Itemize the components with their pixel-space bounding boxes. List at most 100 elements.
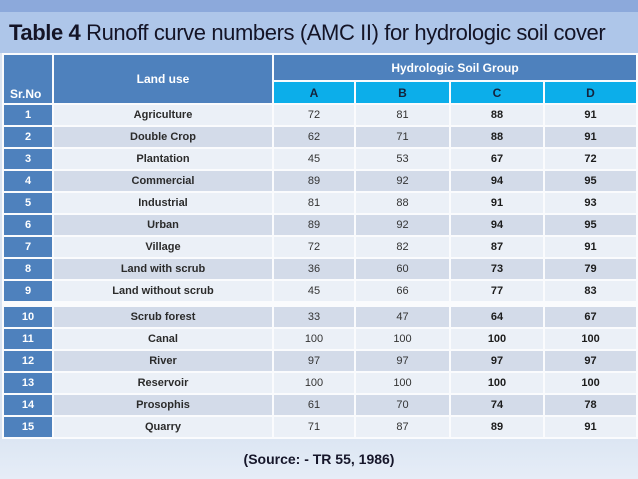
column-header-land-use: Land use bbox=[52, 53, 274, 105]
value-group-d-cell: 91 bbox=[542, 415, 638, 439]
row-number-cell: 5 bbox=[2, 191, 54, 215]
row-number-cell: 15 bbox=[2, 415, 54, 439]
value-group-c-cell: 73 bbox=[449, 257, 545, 281]
value-group-d-cell: 72 bbox=[542, 147, 638, 171]
table-row: 1 Agriculture 72 81 88 91 bbox=[2, 103, 638, 127]
land-use-cell: Prosophis bbox=[52, 393, 274, 417]
value-group-b-cell: 88 bbox=[354, 191, 451, 215]
table-row: 8 Land with scrub 36 60 73 79 bbox=[2, 257, 638, 281]
value-group-d-cell: 100 bbox=[542, 327, 638, 351]
value-group-a-cell: 100 bbox=[272, 327, 356, 351]
table-row: 7 Village 72 82 87 91 bbox=[2, 235, 638, 259]
value-group-a-cell: 61 bbox=[272, 393, 356, 417]
value-group-c-cell: 94 bbox=[449, 169, 545, 193]
value-group-b-cell: 70 bbox=[354, 393, 451, 417]
row-number-cell: 10 bbox=[2, 301, 54, 329]
value-group-a-cell: 71 bbox=[272, 415, 356, 439]
value-group-d-cell: 78 bbox=[542, 393, 638, 417]
value-group-b-cell: 82 bbox=[354, 235, 451, 259]
runoff-curve-table: Sr.No Land use Hydrologic Soil Group A B… bbox=[2, 53, 638, 439]
land-use-cell: Agriculture bbox=[52, 103, 274, 127]
table-body: 1 Agriculture 72 81 88 91 2 Double Crop 62 71 88 91… bbox=[2, 103, 638, 439]
land-use-cell: Land with scrub bbox=[52, 257, 274, 281]
land-use-cell: Double Crop bbox=[52, 125, 274, 149]
table-row: 9 Land without scrub 45 66 77 83 bbox=[2, 279, 638, 305]
column-header-group-a: A bbox=[272, 80, 356, 105]
value-group-d-cell: 79 bbox=[542, 257, 638, 281]
value-group-a-cell: 62 bbox=[272, 125, 356, 149]
value-group-c-cell: 88 bbox=[449, 103, 545, 127]
table-row: 6 Urban 89 92 94 95 bbox=[2, 213, 638, 237]
value-group-a-cell: 81 bbox=[272, 191, 356, 215]
table-row: 11 Canal 100 100 100 100 bbox=[2, 327, 638, 351]
land-use-cell: Quarry bbox=[52, 415, 274, 439]
row-number-cell: 4 bbox=[2, 169, 54, 193]
value-group-d-cell: 93 bbox=[542, 191, 638, 215]
value-group-b-cell: 100 bbox=[354, 327, 451, 351]
value-group-c-cell: 67 bbox=[449, 147, 545, 171]
value-group-d-cell: 97 bbox=[542, 349, 638, 373]
row-number-cell: 12 bbox=[2, 349, 54, 373]
land-use-cell: Canal bbox=[52, 327, 274, 351]
table-row: 3 Plantation 45 53 67 72 bbox=[2, 147, 638, 171]
table-area: Sr.No Land use Hydrologic Soil Group A B… bbox=[0, 53, 638, 439]
land-use-cell: Scrub forest bbox=[52, 301, 274, 329]
top-strip-decoration bbox=[0, 0, 638, 12]
value-group-a-cell: 33 bbox=[272, 301, 356, 329]
value-group-d-cell: 67 bbox=[542, 301, 638, 329]
value-group-c-cell: 100 bbox=[449, 371, 545, 395]
value-group-d-cell: 95 bbox=[542, 169, 638, 193]
value-group-c-cell: 100 bbox=[449, 327, 545, 351]
value-group-d-cell: 91 bbox=[542, 125, 638, 149]
table-row: 10 Scrub forest 33 47 64 67 bbox=[2, 301, 638, 329]
title-band: Table 4 Runoff curve numbers (AMC II) fo… bbox=[0, 12, 638, 53]
table-row: 2 Double Crop 62 71 88 91 bbox=[2, 125, 638, 149]
row-number-cell: 1 bbox=[2, 103, 54, 127]
value-group-b-cell: 92 bbox=[354, 169, 451, 193]
row-number-cell: 8 bbox=[2, 257, 54, 281]
land-use-cell: River bbox=[52, 349, 274, 373]
land-use-cell: Urban bbox=[52, 213, 274, 237]
row-number-cell: 11 bbox=[2, 327, 54, 351]
row-number-cell: 13 bbox=[2, 371, 54, 395]
table-row: 12 River 97 97 97 97 bbox=[2, 349, 638, 373]
row-number-cell: 2 bbox=[2, 125, 54, 149]
land-use-cell: Plantation bbox=[52, 147, 274, 171]
land-use-cell: Village bbox=[52, 235, 274, 259]
value-group-d-cell: 95 bbox=[542, 213, 638, 237]
row-number-cell: 3 bbox=[2, 147, 54, 171]
table-row: 5 Industrial 81 88 91 93 bbox=[2, 191, 638, 215]
value-group-c-cell: 89 bbox=[449, 415, 545, 439]
column-header-group-c: C bbox=[449, 80, 545, 105]
footer-band: (Source: - TR 55, 1986) bbox=[0, 439, 638, 479]
title-text: Runoff curve numbers (AMC II) for hydrol… bbox=[80, 19, 606, 45]
value-group-c-cell: 97 bbox=[449, 349, 545, 373]
land-use-cell: Reservoir bbox=[52, 371, 274, 395]
value-group-b-cell: 81 bbox=[354, 103, 451, 127]
value-group-a-cell: 45 bbox=[272, 147, 356, 171]
value-group-b-cell: 71 bbox=[354, 125, 451, 149]
value-group-b-cell: 66 bbox=[354, 279, 451, 305]
table-row: 15 Quarry 71 87 89 91 bbox=[2, 415, 638, 439]
column-header-group-b: B bbox=[354, 80, 451, 105]
value-group-d-cell: 83 bbox=[542, 279, 638, 305]
title-table-number: Table 4 bbox=[9, 19, 81, 45]
value-group-a-cell: 97 bbox=[272, 349, 356, 373]
value-group-c-cell: 88 bbox=[449, 125, 545, 149]
value-group-a-cell: 89 bbox=[272, 169, 356, 193]
value-group-b-cell: 87 bbox=[354, 415, 451, 439]
header-row-group: Sr.No Land use Hydrologic Soil Group bbox=[2, 53, 638, 105]
value-group-a-cell: 100 bbox=[272, 371, 356, 395]
value-group-c-cell: 74 bbox=[449, 393, 545, 417]
value-group-b-cell: 100 bbox=[354, 371, 451, 395]
row-number-cell: 14 bbox=[2, 393, 54, 417]
value-group-b-cell: 97 bbox=[354, 349, 451, 373]
land-use-cell: Commercial bbox=[52, 169, 274, 193]
value-group-c-cell: 87 bbox=[449, 235, 545, 259]
row-number-cell: 9 bbox=[2, 279, 54, 305]
table-row: 4 Commercial 89 92 94 95 bbox=[2, 169, 638, 193]
value-group-b-cell: 60 bbox=[354, 257, 451, 281]
value-group-c-cell: 94 bbox=[449, 213, 545, 237]
value-group-b-cell: 53 bbox=[354, 147, 451, 171]
